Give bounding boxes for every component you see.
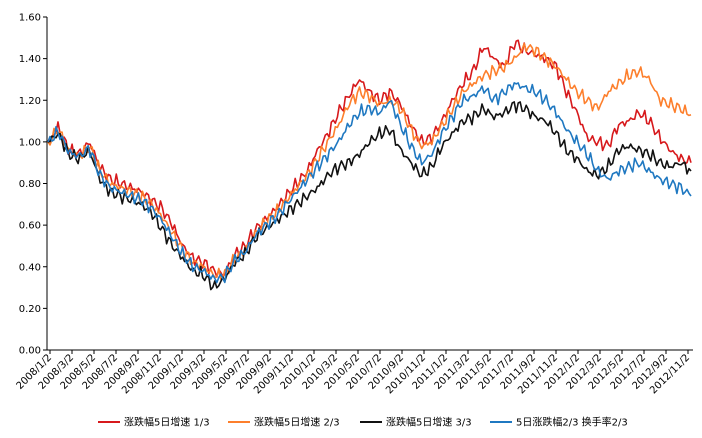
y-tick-label: 1.00: [19, 137, 41, 148]
legend-label-2: 涨跌幅5日增速 2/3: [254, 416, 340, 429]
legend-label-1: 涨跌幅5日增速 1/3: [124, 416, 210, 429]
legend-label-4: 5日涨跌幅2/3 换手率2/3: [516, 416, 628, 429]
series-line-2: [47, 42, 692, 280]
x-axis: 2008/1/22008/3/22008/5/22008/7/22008/9/2…: [15, 349, 693, 396]
y-tick-label: 1.40: [19, 54, 41, 65]
series-layer: [47, 39, 692, 291]
y-axis: 0.00 0.20 0.40 0.60 0.80 1.00 1.20 1.40 1.60: [19, 13, 48, 357]
legend: 涨跌幅5日增速 1/3 涨跌幅5日增速 2/3 涨跌幅5日增速 3/3 5日涨跌幅2/…: [98, 416, 628, 429]
legend-label-3: 涨跌幅5日增速 3/3: [386, 416, 472, 429]
y-tick-label: 1.20: [19, 96, 41, 107]
series-line-1: [47, 39, 692, 278]
y-tick-label: 0.20: [19, 304, 41, 315]
y-tick-label: 0.60: [19, 221, 41, 232]
y-tick-label: 0.00: [19, 346, 41, 357]
y-tick-label: 0.80: [19, 179, 41, 190]
y-tick-label: 0.40: [19, 262, 41, 273]
y-tick-label: 1.60: [19, 13, 41, 24]
series-line-4: [47, 82, 692, 284]
